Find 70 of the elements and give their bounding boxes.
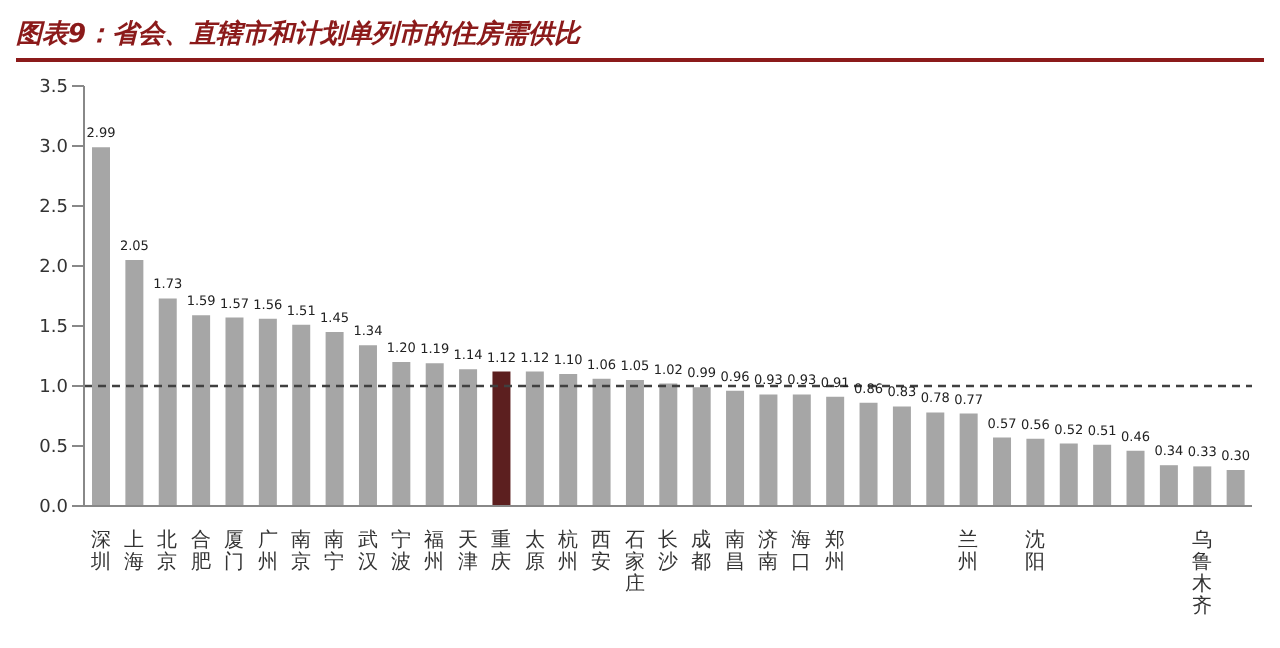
bar [859,402,878,506]
x-tick-label: 长沙 [658,528,678,574]
bar [592,378,611,506]
bar [759,394,778,506]
x-tick-label: 乌鲁木齐 [1191,528,1212,618]
bar [792,394,811,506]
x-tick-label: 石家庄 [624,530,645,596]
bar [225,317,244,506]
bar [726,390,745,506]
bar [1193,466,1212,506]
y-tick-label: 1.0 [39,378,69,399]
bar [292,324,311,506]
x-tick-label: 南昌 [724,528,745,574]
x-tick-label: 南京 [290,528,311,574]
bar [1059,443,1078,506]
x-tick-label: 沈阳 [1025,528,1046,574]
y-tick-label: 2.5 [39,198,68,219]
x-tick-label: 兰州 [958,528,979,574]
x-tick-label: 南宁 [324,528,345,574]
bar [826,396,845,506]
x-tick-label: 深圳 [88,528,111,574]
x-tick-label: 天津 [457,530,478,574]
bar [358,345,377,506]
bar [192,315,211,506]
bar [492,371,511,506]
x-tick-label: 杭州 [555,528,578,574]
x-tick-label: 重庆 [491,528,512,574]
bar [92,147,110,506]
y-tick-label: 0.5 [39,438,68,459]
bar [525,371,544,506]
x-tick-label: 西安 [591,530,612,574]
bar [993,437,1012,506]
x-tick-label: 武汉 [357,528,378,574]
bar [559,374,578,506]
x-tick-label: 厦门 [224,530,245,574]
bar [1126,450,1145,506]
y-tick-label: 1.5 [39,318,68,339]
x-tick-label: 太原 [524,528,545,574]
y-tick-label: 2.0 [39,258,69,279]
bar [392,362,411,506]
bar [892,406,911,506]
x-tick-label: 北京 [157,528,178,574]
bar [459,369,478,506]
bar [1226,470,1245,506]
x-tick-label: 海口 [791,528,812,574]
y-tick-label: 3.5 [39,78,68,99]
bar [325,332,344,506]
x-tick-label: 广州 [257,528,278,574]
bar [1159,465,1178,506]
bar [258,318,277,506]
x-tick-label: 宁波 [391,528,412,574]
x-tick-label: 济南 [758,528,779,574]
chart-title: 图表9：省会、直辖市和计划单列市的住房需供比 [16,16,1264,62]
bar [125,260,144,506]
bar [959,413,978,506]
bar [1026,438,1045,506]
bar [1093,444,1112,506]
bar [625,380,644,506]
x-tick-label: 郑州 [824,528,845,574]
bar [926,412,945,506]
x-tick-label: 福州 [424,528,445,574]
x-tick-label: 合肥 [190,528,211,574]
y-tick-label: 0.0 [39,498,69,519]
x-tick-label: 上海 [124,528,145,574]
bar [692,387,711,506]
x-tick-label: 成都 [691,528,712,574]
bar [425,363,444,506]
y-tick-label: 3.0 [39,138,69,159]
bar [659,383,678,506]
bar [158,298,177,506]
